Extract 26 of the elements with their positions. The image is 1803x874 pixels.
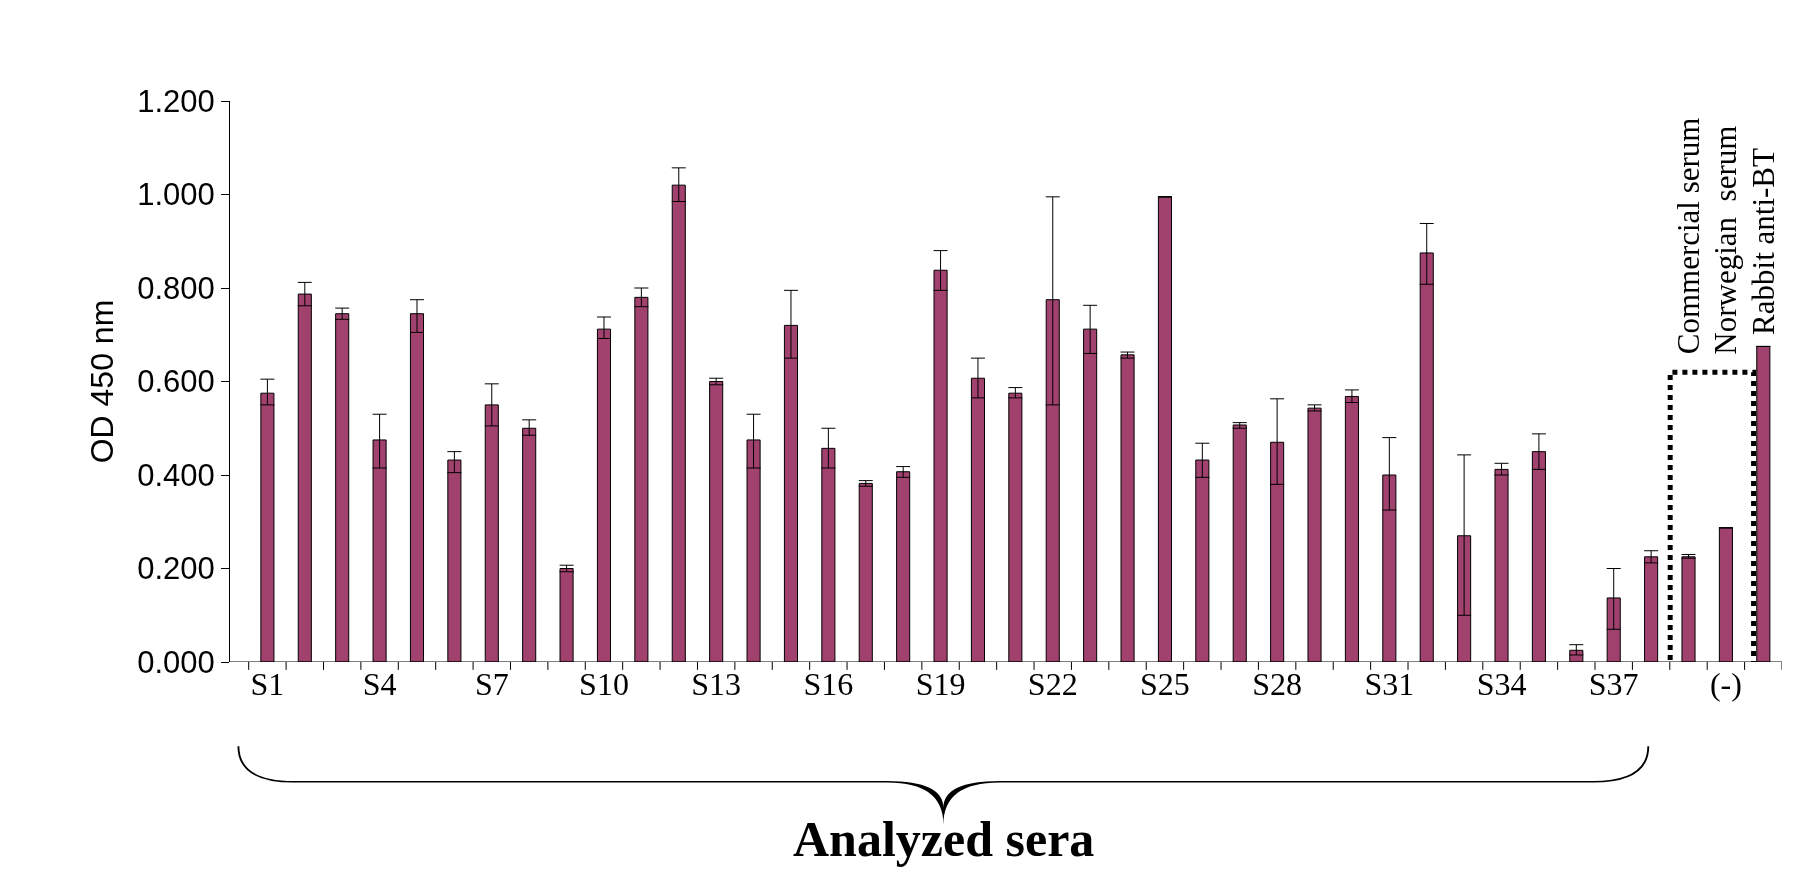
x-tick-label: S7 — [474, 666, 509, 702]
x-tick-label: S37 — [1588, 666, 1639, 702]
y-tick-label: 0.600 — [137, 364, 215, 400]
x-tick-label: (-) — [1709, 666, 1742, 702]
x-tick-label: S22 — [1027, 666, 1078, 702]
x-tick-label: S25 — [1140, 666, 1190, 702]
x-tick-label: S34 — [1476, 666, 1527, 702]
y-axis-title: OD 450 nm — [83, 299, 120, 464]
annotation: Rabbit anti-BT — [1745, 147, 1781, 335]
x-tick-label: S1 — [250, 666, 285, 702]
y-tick-label: 0.200 — [137, 551, 215, 587]
x-tick-label: S10 — [579, 666, 629, 702]
x-tick-label: S28 — [1252, 666, 1303, 702]
x-tick-label: S13 — [691, 666, 742, 702]
annotation: Commercial serum — [1670, 117, 1706, 355]
x-tick-label: S19 — [915, 666, 966, 702]
x-tick-label: S16 — [803, 666, 854, 702]
x-axis-title: Analyzed sera — [793, 811, 1095, 867]
y-tick-label: 0.000 — [137, 644, 215, 680]
x-tick-label: S4 — [362, 666, 397, 702]
annotation: Norwegian serum — [1708, 125, 1744, 355]
y-tick-label: 0.400 — [137, 457, 215, 493]
y-tick-label: 1.200 — [137, 83, 215, 119]
y-tick-label: 0.800 — [137, 270, 215, 306]
y-tick-label: 1.000 — [137, 177, 215, 213]
x-tick-label: S31 — [1364, 666, 1415, 702]
